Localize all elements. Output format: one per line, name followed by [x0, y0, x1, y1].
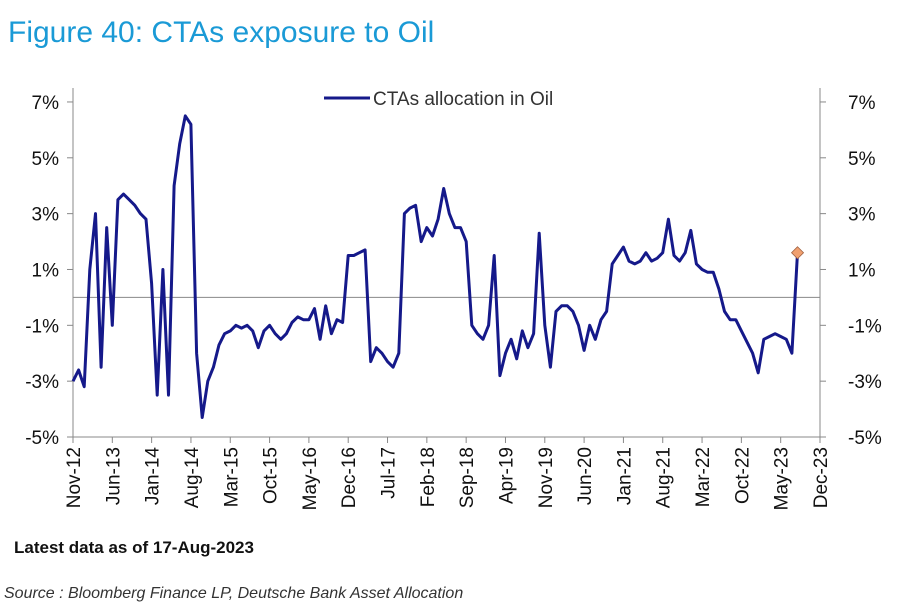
y-tick-label: -1% [25, 316, 59, 337]
x-tick-label: Sep-18 [457, 447, 478, 508]
x-tick-label: Dec-16 [339, 447, 360, 508]
y-tick-label: 5% [32, 149, 60, 170]
x-tick-label: Jan-21 [614, 447, 635, 505]
y2-tick-label: 5% [848, 149, 876, 170]
y2-tick-label: -1% [848, 316, 882, 337]
x-tick-label: May-16 [300, 447, 321, 510]
x-tick-label: Oct-22 [732, 447, 753, 504]
x-tick-label: Feb-18 [418, 447, 439, 507]
y2-tick-label: 7% [848, 93, 876, 114]
y2-tick-label: 3% [848, 205, 876, 226]
y2-tick-label: -5% [848, 428, 882, 449]
x-tick-label: Oct-15 [261, 447, 282, 504]
y-tick-label: 7% [32, 93, 60, 114]
x-tick-label: Dec-23 [811, 447, 832, 508]
legend-label: CTAs allocation in Oil [373, 89, 553, 110]
x-tick-label: May-23 [772, 447, 793, 510]
x-tick-label: Nov-19 [536, 447, 557, 508]
y2-tick-label: 1% [848, 260, 876, 281]
x-tick-label: Jan-14 [143, 447, 164, 506]
x-tick-label: Jun-20 [575, 447, 596, 505]
series-line [71, 114, 799, 419]
x-tick-label: Nov-12 [64, 447, 85, 508]
y-tick-label: 1% [32, 260, 60, 281]
x-tick-label: Mar-15 [221, 447, 242, 507]
y-tick-label: -5% [25, 428, 59, 449]
x-tick-label: Aug-14 [182, 447, 203, 509]
x-tick-label: Mar-22 [693, 447, 714, 507]
y-tick-label: 3% [32, 205, 60, 226]
y-tick-label: -3% [25, 372, 59, 393]
x-tick-label: Jun-13 [103, 447, 124, 505]
y2-tick-label: -3% [848, 372, 882, 393]
chart-title: Figure 40: CTAs exposure to Oil [8, 16, 434, 49]
x-tick-label: Jul-17 [379, 447, 400, 499]
x-tick-label: Aug-21 [654, 447, 675, 508]
x-tick-label: Apr-19 [496, 447, 517, 504]
source: Source : Bloomberg Finance LP, Deutsche … [4, 585, 463, 602]
latest-marker [790, 246, 805, 260]
note: Latest data as of 17-Aug-2023 [14, 538, 254, 557]
